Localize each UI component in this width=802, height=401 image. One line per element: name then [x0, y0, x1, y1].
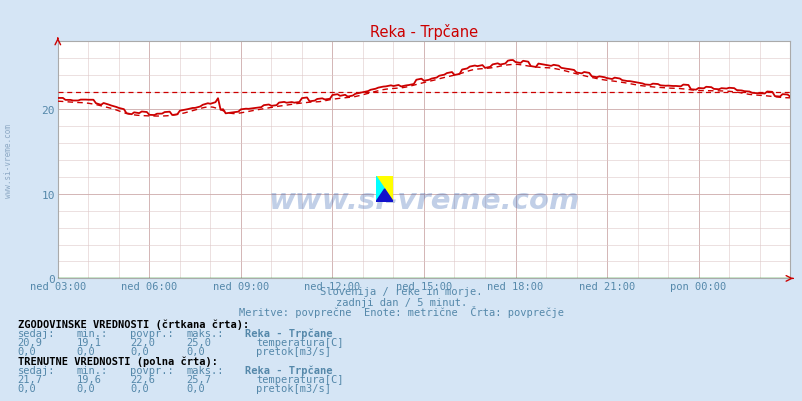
Text: maks.:: maks.:	[186, 328, 224, 338]
Text: 0,0: 0,0	[130, 346, 148, 356]
Text: 25,0: 25,0	[186, 337, 211, 347]
Text: pretok[m3/s]: pretok[m3/s]	[256, 346, 330, 356]
Text: 25,7: 25,7	[186, 374, 211, 384]
Text: min.:: min.:	[76, 365, 107, 375]
Text: 19,1: 19,1	[76, 337, 101, 347]
Text: povpr.:: povpr.:	[130, 328, 173, 338]
Text: Reka - Trpčane: Reka - Trpčane	[245, 365, 332, 375]
Text: Slovenija / reke in morje.: Slovenija / reke in morje.	[320, 287, 482, 297]
Text: 0,0: 0,0	[18, 383, 36, 393]
Text: temperatura[C]: temperatura[C]	[256, 374, 343, 384]
Text: Meritve: povprečne  Enote: metrične  Črta: povprečje: Meritve: povprečne Enote: metrične Črta:…	[239, 305, 563, 317]
Text: 0,0: 0,0	[186, 383, 205, 393]
Text: 0,0: 0,0	[130, 383, 148, 393]
Text: sedaj:: sedaj:	[18, 328, 55, 338]
Text: maks.:: maks.:	[186, 365, 224, 375]
Text: 0,0: 0,0	[76, 346, 95, 356]
Text: povpr.:: povpr.:	[130, 365, 173, 375]
Text: 20,9: 20,9	[18, 337, 43, 347]
Text: pretok[m3/s]: pretok[m3/s]	[256, 383, 330, 393]
Text: 21,7: 21,7	[18, 374, 43, 384]
Text: TRENUTNE VREDNOSTI (polna črta):: TRENUTNE VREDNOSTI (polna črta):	[18, 355, 217, 366]
Text: 22,6: 22,6	[130, 374, 155, 384]
Text: www.si-vreme.com: www.si-vreme.com	[268, 186, 579, 215]
Text: ZGODOVINSKE VREDNOSTI (črtkana črta):: ZGODOVINSKE VREDNOSTI (črtkana črta):	[18, 318, 249, 329]
Text: 19,6: 19,6	[76, 374, 101, 384]
Text: min.:: min.:	[76, 328, 107, 338]
Text: 22,0: 22,0	[130, 337, 155, 347]
Text: sedaj:: sedaj:	[18, 365, 55, 375]
Text: temperatura[C]: temperatura[C]	[256, 337, 343, 347]
Text: zadnji dan / 5 minut.: zadnji dan / 5 minut.	[335, 297, 467, 307]
Text: 0,0: 0,0	[76, 383, 95, 393]
Polygon shape	[375, 176, 384, 203]
Title: Reka - Trpčane: Reka - Trpčane	[370, 24, 477, 40]
Text: Reka - Trpčane: Reka - Trpčane	[245, 328, 332, 338]
Polygon shape	[375, 176, 393, 203]
Text: www.si-vreme.com: www.si-vreme.com	[3, 124, 13, 197]
Polygon shape	[375, 189, 393, 203]
Text: 0,0: 0,0	[18, 346, 36, 356]
Text: 0,0: 0,0	[186, 346, 205, 356]
